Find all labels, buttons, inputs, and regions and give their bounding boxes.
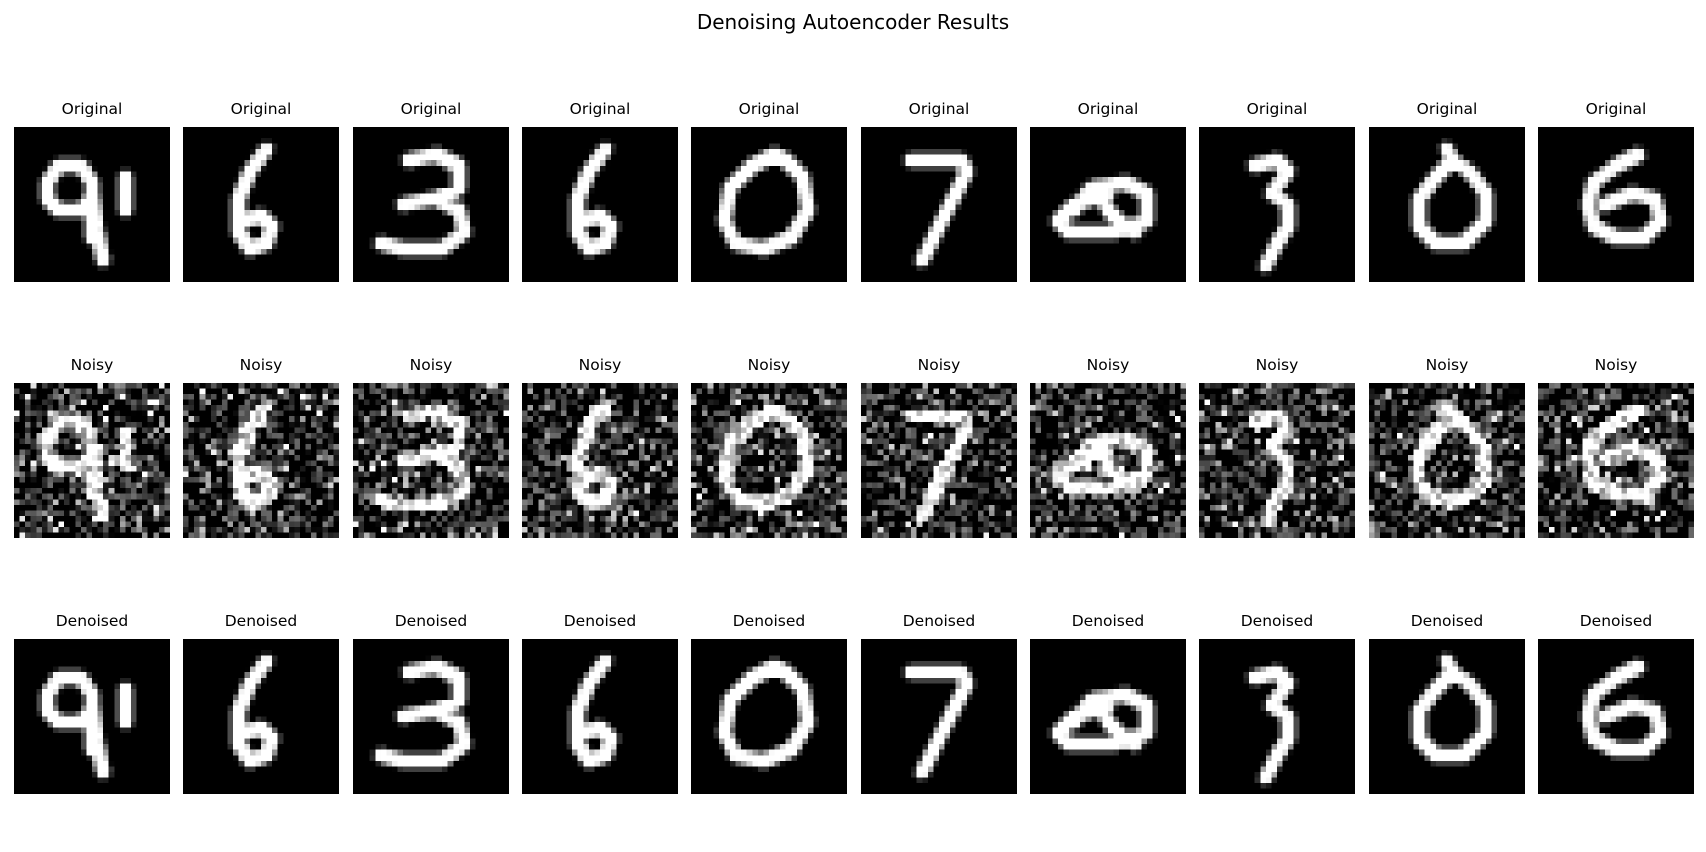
panel-title: Noisy [409,356,453,374]
panel-title: Original [1077,100,1139,118]
digit-image [183,639,339,794]
digit-image [1199,127,1355,282]
figure-title: Denoising Autoencoder Results [696,10,1010,34]
digit-image [14,383,170,538]
panel-title: Denoised [394,612,468,630]
panel-title: Denoised [902,612,976,630]
digit-image [14,639,170,794]
panel-title: Denoised [1579,612,1653,630]
panel-title: Original [569,100,631,118]
digit-image [1538,127,1694,282]
digit-image [861,639,1017,794]
panel-title: Noisy [1086,356,1130,374]
panel-title: Original [1246,100,1308,118]
digit-image [522,127,678,282]
panel-title: Noisy [917,356,961,374]
digit-image [1199,383,1355,538]
digit-image [353,639,509,794]
digit-image [522,639,678,794]
digit-image [14,127,170,282]
digit-image [1369,127,1525,282]
digit-image [1030,383,1186,538]
panel-title: Denoised [732,612,806,630]
panel-title: Noisy [70,356,114,374]
panel-title: Denoised [1071,612,1145,630]
digit-image [183,127,339,282]
digit-image [861,127,1017,282]
digit-image [1199,639,1355,794]
digit-image [1030,639,1186,794]
digit-image [1538,639,1694,794]
panel-title: Noisy [578,356,622,374]
digit-image [522,383,678,538]
digit-image [353,127,509,282]
digit-image [1538,383,1694,538]
panel-title: Denoised [563,612,637,630]
panel-title: Denoised [1410,612,1484,630]
digit-image [691,127,847,282]
digit-image [691,639,847,794]
digit-image [861,383,1017,538]
panel-title: Original [1585,100,1647,118]
digit-image [183,383,339,538]
panel-title: Original [908,100,970,118]
digit-image [1030,127,1186,282]
panel-title: Noisy [747,356,791,374]
panel-title: Original [1416,100,1478,118]
panel-title: Denoised [1240,612,1314,630]
panel-title: Noisy [1594,356,1638,374]
panel-title: Denoised [224,612,298,630]
digit-image [353,383,509,538]
panel-title: Denoised [55,612,129,630]
panel-title: Noisy [1425,356,1469,374]
panel-title: Original [61,100,123,118]
panel-title: Original [400,100,462,118]
panel-title: Original [738,100,800,118]
digit-image [1369,639,1525,794]
panel-title: Noisy [239,356,283,374]
digit-image [1369,383,1525,538]
panel-title: Noisy [1255,356,1299,374]
digit-image [691,383,847,538]
panel-title: Original [230,100,292,118]
